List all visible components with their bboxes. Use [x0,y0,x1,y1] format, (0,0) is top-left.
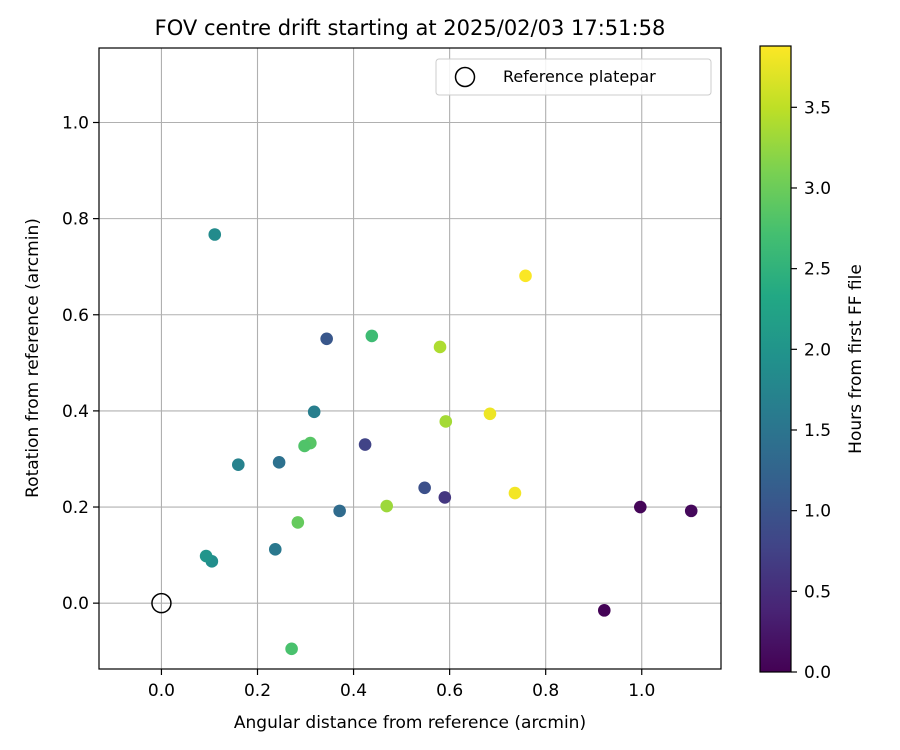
x-tick-label: 0.2 [244,681,271,701]
scatter-point [320,332,333,345]
y-tick-label: 1.0 [62,114,89,134]
y-tick-label: 0.4 [62,402,89,422]
scatter-point [418,481,431,494]
scatter-point [292,516,305,529]
scatter-point [200,550,213,563]
scatter-point [598,604,611,617]
y-tick-label: 0.2 [62,498,89,518]
y-tick-label: 0.0 [62,594,89,614]
scatter-point [509,487,522,500]
colorbar [760,46,791,672]
grid [99,48,721,669]
colorbar-tick-label: 0.0 [804,663,831,683]
x-tick-label: 0.8 [532,681,559,701]
y-axis-label: Rotation from reference (arcmin) [23,218,43,498]
colorbar-tick-label: 3.5 [804,98,831,118]
chart-title: FOV centre drift starting at 2025/02/03 … [155,16,666,40]
colorbar-tick-label: 1.5 [804,421,831,441]
y-tick-label: 0.6 [62,306,89,326]
scatter-point [208,228,221,241]
scatter-point [285,643,298,656]
scatter-point [439,491,452,504]
colorbar-label: Hours from first FF file [846,264,866,454]
scatter-point [232,458,245,471]
scatter-point [685,505,698,518]
scatter-point [273,456,286,469]
x-tick-label: 0.0 [148,681,175,701]
scatter-point [359,438,372,451]
scatter-point [366,330,379,343]
scatter-point [308,406,321,419]
plot-frame [99,48,721,669]
x-axis-label: Angular distance from reference (arcmin) [234,713,586,733]
legend-label: Reference platepar [503,67,656,86]
colorbar-tick-label: 2.5 [804,260,831,280]
scatter-point [269,543,282,556]
scatter-point [380,500,393,513]
scatter-point [634,501,647,514]
x-tick-label: 1.0 [628,681,655,701]
colorbar-ticks: 0.0 0.5 1.0 1.5 2.0 2.5 3.0 3.5 [791,98,831,683]
scatter-points [152,228,698,655]
colorbar-tick-label: 0.5 [804,582,831,602]
y-tick-label: 0.8 [62,210,89,230]
scatter-point [298,440,311,453]
legend: Reference platepar [436,59,711,95]
colorbar-tick-label: 2.0 [804,340,831,360]
colorbar-tick-label: 3.0 [804,179,831,199]
scatter-point [434,341,447,354]
colorbar-tick-label: 1.0 [804,502,831,522]
scatter-point [439,415,452,428]
y-axis-ticks: 0.0 0.2 0.4 0.6 0.8 1.0 [62,114,99,615]
scatter-point [519,270,532,283]
scatter-point [333,505,346,518]
x-tick-label: 0.4 [340,681,367,701]
scatter-point [484,407,497,420]
x-axis-ticks: 0.0 0.2 0.4 0.6 0.8 1.0 [148,669,655,701]
x-tick-label: 0.6 [436,681,463,701]
